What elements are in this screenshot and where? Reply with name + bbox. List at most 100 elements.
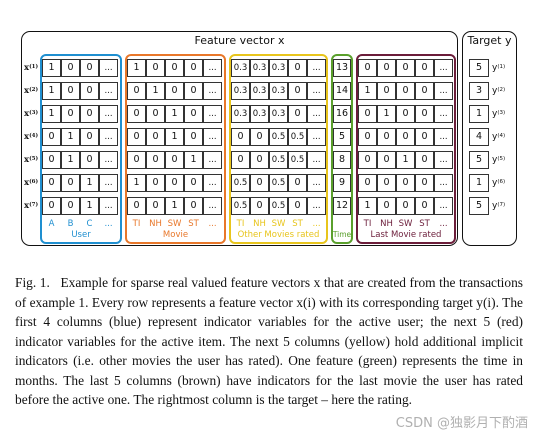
target-label: y(2) <box>492 86 506 96</box>
cell: 0 <box>396 59 415 77</box>
cell: ... <box>307 59 326 77</box>
cell: ... <box>307 128 326 146</box>
cell: 0 <box>184 105 203 123</box>
cell: 0 <box>377 128 396 146</box>
group-name-other: Other Movies rated <box>237 230 320 240</box>
cell: 0 <box>358 128 377 146</box>
cell: ... <box>434 197 453 215</box>
cell: 0 <box>377 197 396 215</box>
cell: 0 <box>184 59 203 77</box>
cell: 0.5 <box>231 197 250 215</box>
cell: 0 <box>358 105 377 123</box>
cell: 0 <box>61 174 80 192</box>
cell: 1 <box>377 105 396 123</box>
cell: ... <box>307 174 326 192</box>
cell: 0.5 <box>269 174 288 192</box>
column-header: B <box>67 219 74 229</box>
cell: 0 <box>184 128 203 146</box>
row-label: x(4) <box>24 132 39 142</box>
cell: ... <box>203 197 222 215</box>
cell: 5 <box>333 128 351 146</box>
cell: 16 <box>333 105 351 123</box>
cell: 0 <box>415 105 434 123</box>
column-header: SW <box>167 219 182 229</box>
cell: 0.3 <box>231 82 250 100</box>
cell: 1 <box>61 128 80 146</box>
target-value: 5 <box>469 59 489 77</box>
cell: 12 <box>333 197 351 215</box>
target-value: 5 <box>469 151 489 169</box>
cell: 0 <box>415 82 434 100</box>
cell: 0 <box>415 128 434 146</box>
cell: 0 <box>184 174 203 192</box>
cell: ... <box>203 105 222 123</box>
cell: 0 <box>377 174 396 192</box>
cell: 13 <box>333 59 351 77</box>
cell: 0 <box>61 82 80 100</box>
cell: 0.5 <box>231 174 250 192</box>
cell: ... <box>99 128 118 146</box>
cell: ... <box>307 197 326 215</box>
cell: 0.5 <box>269 151 288 169</box>
cell: 0.3 <box>250 82 269 100</box>
cell: 0 <box>415 151 434 169</box>
cell: 0 <box>146 128 165 146</box>
row-label: x(7) <box>24 201 39 211</box>
cell: 0 <box>415 59 434 77</box>
cell: 0 <box>377 82 396 100</box>
column-header: ST <box>188 219 199 229</box>
caption-label: Fig. 1. <box>15 275 50 290</box>
column-header: C <box>86 219 93 229</box>
column-header: ... <box>208 219 217 229</box>
cell: 0 <box>61 105 80 123</box>
column-header: SW <box>398 219 413 229</box>
cell: 0 <box>358 59 377 77</box>
cell: 1 <box>146 82 165 100</box>
group-box-time <box>331 54 353 244</box>
cell: 0.3 <box>250 59 269 77</box>
group-box-other <box>229 54 328 244</box>
cell: ... <box>434 82 453 100</box>
cell: 0 <box>165 151 184 169</box>
cell: 1 <box>358 197 377 215</box>
cell: 0 <box>61 197 80 215</box>
row-label: x(5) <box>24 155 39 165</box>
cell: 0 <box>80 105 99 123</box>
cell: ... <box>307 82 326 100</box>
target-label: y(5) <box>492 155 506 165</box>
target-title: Target y <box>467 34 512 47</box>
cell: 0.5 <box>269 128 288 146</box>
cell: 0.3 <box>269 59 288 77</box>
cell: 0.5 <box>288 151 307 169</box>
cell: 1 <box>61 151 80 169</box>
cell: 1 <box>165 105 184 123</box>
cell: ... <box>434 174 453 192</box>
target-frame <box>462 31 517 246</box>
cell: 0 <box>231 128 250 146</box>
cell: 0 <box>250 174 269 192</box>
target-value: 1 <box>469 105 489 123</box>
cell: 0.3 <box>269 105 288 123</box>
target-label: y(4) <box>492 132 506 142</box>
cell: ... <box>99 59 118 77</box>
cell: 0 <box>165 82 184 100</box>
cell: 14 <box>333 82 351 100</box>
cell: ... <box>434 105 453 123</box>
group-box-user <box>40 54 122 244</box>
cell: 0 <box>42 151 61 169</box>
cell: 0 <box>231 151 250 169</box>
cell: 0 <box>127 105 146 123</box>
cell: ... <box>203 151 222 169</box>
cell: 0 <box>288 59 307 77</box>
target-label: y(6) <box>492 178 506 188</box>
cell: 0.3 <box>269 82 288 100</box>
column-header: NH <box>253 219 266 229</box>
column-header: NH <box>149 219 162 229</box>
cell: 0 <box>42 128 61 146</box>
cell: ... <box>434 128 453 146</box>
target-label: y(7) <box>492 201 506 211</box>
group-name-time: Time <box>332 230 352 239</box>
group-box-movie <box>125 54 226 244</box>
cell: ... <box>99 105 118 123</box>
cell: ... <box>203 82 222 100</box>
